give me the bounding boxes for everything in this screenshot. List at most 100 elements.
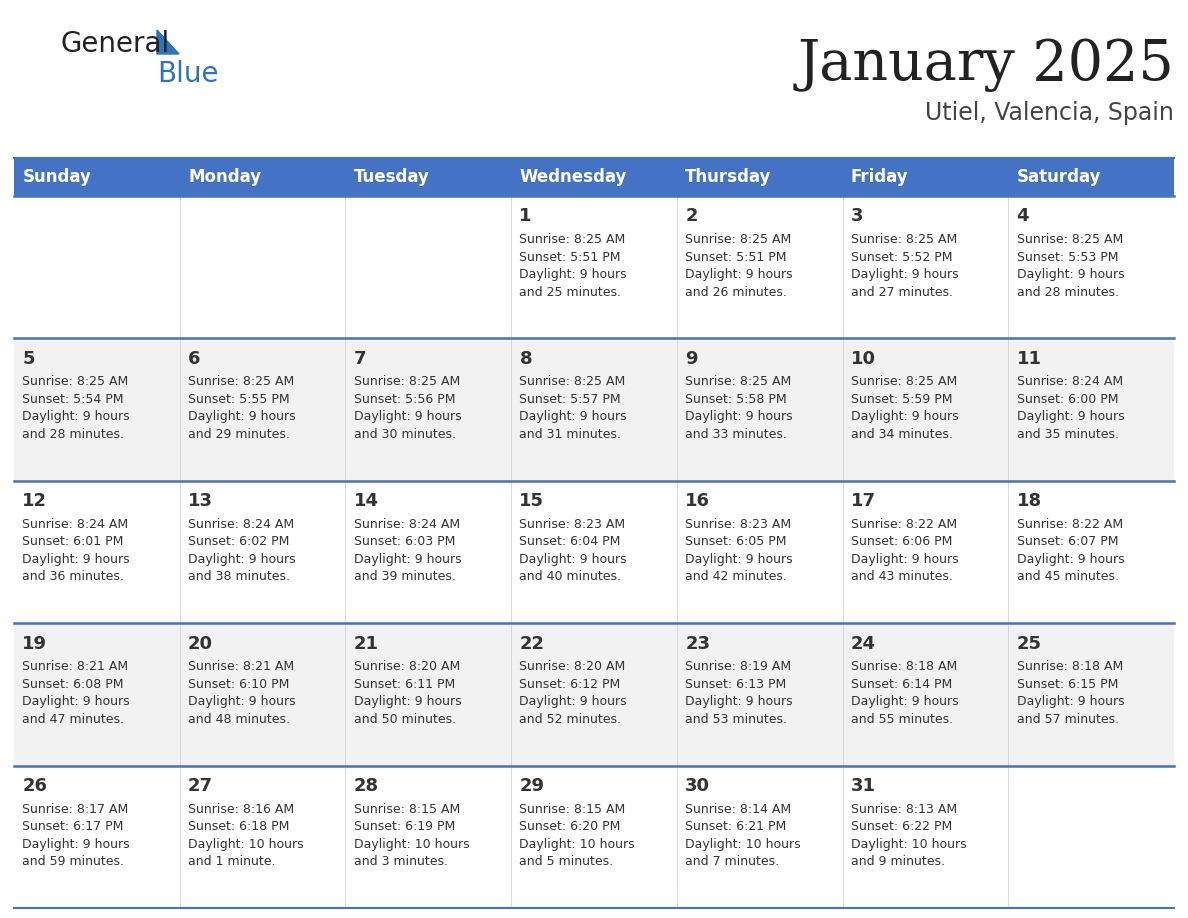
Bar xyxy=(14,623,179,766)
Text: Wednesday: Wednesday xyxy=(519,168,627,186)
Text: General: General xyxy=(61,30,169,58)
Bar xyxy=(179,196,346,339)
Text: Sunrise: 8:25 AM
Sunset: 5:55 PM
Daylight: 9 hours
and 29 minutes.: Sunrise: 8:25 AM Sunset: 5:55 PM Dayligh… xyxy=(188,375,296,441)
Text: 6: 6 xyxy=(188,350,201,368)
Bar xyxy=(677,196,842,339)
Text: Sunrise: 8:25 AM
Sunset: 5:53 PM
Daylight: 9 hours
and 28 minutes.: Sunrise: 8:25 AM Sunset: 5:53 PM Dayligh… xyxy=(1017,233,1124,298)
Text: 7: 7 xyxy=(354,350,366,368)
Text: 22: 22 xyxy=(519,634,544,653)
Text: Sunrise: 8:20 AM
Sunset: 6:11 PM
Daylight: 9 hours
and 50 minutes.: Sunrise: 8:20 AM Sunset: 6:11 PM Dayligh… xyxy=(354,660,461,726)
Bar xyxy=(842,196,1009,339)
Bar xyxy=(1009,339,1174,481)
Bar xyxy=(1009,481,1174,623)
Text: 24: 24 xyxy=(851,634,876,653)
Bar xyxy=(677,623,842,766)
Text: Sunrise: 8:25 AM
Sunset: 5:56 PM
Daylight: 9 hours
and 30 minutes.: Sunrise: 8:25 AM Sunset: 5:56 PM Dayligh… xyxy=(354,375,461,441)
Bar xyxy=(179,766,346,908)
Bar xyxy=(14,481,179,623)
Text: 8: 8 xyxy=(519,350,532,368)
Text: Sunrise: 8:23 AM
Sunset: 6:05 PM
Daylight: 9 hours
and 42 minutes.: Sunrise: 8:23 AM Sunset: 6:05 PM Dayligh… xyxy=(685,518,792,583)
Text: 2: 2 xyxy=(685,207,697,226)
Bar xyxy=(511,766,677,908)
Text: 30: 30 xyxy=(685,777,710,795)
Bar xyxy=(677,766,842,908)
Text: Sunrise: 8:18 AM
Sunset: 6:14 PM
Daylight: 9 hours
and 55 minutes.: Sunrise: 8:18 AM Sunset: 6:14 PM Dayligh… xyxy=(851,660,959,726)
Text: Sunrise: 8:13 AM
Sunset: 6:22 PM
Daylight: 10 hours
and 9 minutes.: Sunrise: 8:13 AM Sunset: 6:22 PM Dayligh… xyxy=(851,802,967,868)
Bar xyxy=(1009,158,1174,196)
Text: 21: 21 xyxy=(354,634,379,653)
Bar xyxy=(511,623,677,766)
Text: Sunrise: 8:25 AM
Sunset: 5:52 PM
Daylight: 9 hours
and 27 minutes.: Sunrise: 8:25 AM Sunset: 5:52 PM Dayligh… xyxy=(851,233,959,298)
Bar xyxy=(1009,766,1174,908)
Bar xyxy=(179,623,346,766)
Text: Sunrise: 8:24 AM
Sunset: 6:01 PM
Daylight: 9 hours
and 36 minutes.: Sunrise: 8:24 AM Sunset: 6:01 PM Dayligh… xyxy=(23,518,129,583)
Text: 5: 5 xyxy=(23,350,34,368)
Text: 23: 23 xyxy=(685,634,710,653)
Text: Sunrise: 8:21 AM
Sunset: 6:10 PM
Daylight: 9 hours
and 48 minutes.: Sunrise: 8:21 AM Sunset: 6:10 PM Dayligh… xyxy=(188,660,296,726)
Text: 26: 26 xyxy=(23,777,48,795)
Text: Friday: Friday xyxy=(851,168,909,186)
Text: Thursday: Thursday xyxy=(685,168,771,186)
Text: 14: 14 xyxy=(354,492,379,510)
Text: 27: 27 xyxy=(188,777,213,795)
Bar xyxy=(14,766,179,908)
Bar xyxy=(1009,196,1174,339)
Text: 29: 29 xyxy=(519,777,544,795)
Text: 15: 15 xyxy=(519,492,544,510)
Bar xyxy=(511,158,677,196)
Text: 20: 20 xyxy=(188,634,213,653)
Text: Sunrise: 8:15 AM
Sunset: 6:19 PM
Daylight: 10 hours
and 3 minutes.: Sunrise: 8:15 AM Sunset: 6:19 PM Dayligh… xyxy=(354,802,469,868)
Text: Sunrise: 8:22 AM
Sunset: 6:06 PM
Daylight: 9 hours
and 43 minutes.: Sunrise: 8:22 AM Sunset: 6:06 PM Dayligh… xyxy=(851,518,959,583)
Text: Sunrise: 8:15 AM
Sunset: 6:20 PM
Daylight: 10 hours
and 5 minutes.: Sunrise: 8:15 AM Sunset: 6:20 PM Dayligh… xyxy=(519,802,636,868)
Bar xyxy=(346,766,511,908)
Bar xyxy=(346,158,511,196)
Bar xyxy=(677,339,842,481)
Polygon shape xyxy=(157,30,179,54)
Text: Sunrise: 8:20 AM
Sunset: 6:12 PM
Daylight: 9 hours
and 52 minutes.: Sunrise: 8:20 AM Sunset: 6:12 PM Dayligh… xyxy=(519,660,627,726)
Bar xyxy=(511,339,677,481)
Bar xyxy=(179,481,346,623)
Text: Sunrise: 8:23 AM
Sunset: 6:04 PM
Daylight: 9 hours
and 40 minutes.: Sunrise: 8:23 AM Sunset: 6:04 PM Dayligh… xyxy=(519,518,627,583)
Bar xyxy=(179,158,346,196)
Bar xyxy=(14,196,179,339)
Text: 3: 3 xyxy=(851,207,864,226)
Text: Sunrise: 8:14 AM
Sunset: 6:21 PM
Daylight: 10 hours
and 7 minutes.: Sunrise: 8:14 AM Sunset: 6:21 PM Dayligh… xyxy=(685,802,801,868)
Text: Sunrise: 8:19 AM
Sunset: 6:13 PM
Daylight: 9 hours
and 53 minutes.: Sunrise: 8:19 AM Sunset: 6:13 PM Dayligh… xyxy=(685,660,792,726)
Text: 17: 17 xyxy=(851,492,876,510)
Text: 1: 1 xyxy=(519,207,532,226)
Bar xyxy=(511,481,677,623)
Text: 13: 13 xyxy=(188,492,213,510)
Bar xyxy=(842,339,1009,481)
Text: 31: 31 xyxy=(851,777,876,795)
Text: Sunrise: 8:24 AM
Sunset: 6:03 PM
Daylight: 9 hours
and 39 minutes.: Sunrise: 8:24 AM Sunset: 6:03 PM Dayligh… xyxy=(354,518,461,583)
Text: Sunrise: 8:22 AM
Sunset: 6:07 PM
Daylight: 9 hours
and 45 minutes.: Sunrise: 8:22 AM Sunset: 6:07 PM Dayligh… xyxy=(1017,518,1124,583)
Text: January 2025: January 2025 xyxy=(797,38,1174,92)
Text: Utiel, Valencia, Spain: Utiel, Valencia, Spain xyxy=(925,101,1174,125)
Bar xyxy=(346,196,511,339)
Text: Sunrise: 8:24 AM
Sunset: 6:00 PM
Daylight: 9 hours
and 35 minutes.: Sunrise: 8:24 AM Sunset: 6:00 PM Dayligh… xyxy=(1017,375,1124,441)
Text: 28: 28 xyxy=(354,777,379,795)
Text: 16: 16 xyxy=(685,492,710,510)
Bar xyxy=(842,766,1009,908)
Text: 19: 19 xyxy=(23,634,48,653)
Text: 10: 10 xyxy=(851,350,876,368)
Bar xyxy=(346,481,511,623)
Text: Sunrise: 8:25 AM
Sunset: 5:51 PM
Daylight: 9 hours
and 25 minutes.: Sunrise: 8:25 AM Sunset: 5:51 PM Dayligh… xyxy=(519,233,627,298)
Bar xyxy=(346,339,511,481)
Text: 18: 18 xyxy=(1017,492,1042,510)
Bar xyxy=(14,158,179,196)
Text: Sunrise: 8:25 AM
Sunset: 5:57 PM
Daylight: 9 hours
and 31 minutes.: Sunrise: 8:25 AM Sunset: 5:57 PM Dayligh… xyxy=(519,375,627,441)
Text: Sunrise: 8:25 AM
Sunset: 5:58 PM
Daylight: 9 hours
and 33 minutes.: Sunrise: 8:25 AM Sunset: 5:58 PM Dayligh… xyxy=(685,375,792,441)
Text: Sunrise: 8:24 AM
Sunset: 6:02 PM
Daylight: 9 hours
and 38 minutes.: Sunrise: 8:24 AM Sunset: 6:02 PM Dayligh… xyxy=(188,518,296,583)
Text: Blue: Blue xyxy=(157,60,219,88)
Bar xyxy=(677,481,842,623)
Text: Tuesday: Tuesday xyxy=(354,168,430,186)
Text: 4: 4 xyxy=(1017,207,1029,226)
Text: Monday: Monday xyxy=(188,168,261,186)
Text: Sunrise: 8:25 AM
Sunset: 5:51 PM
Daylight: 9 hours
and 26 minutes.: Sunrise: 8:25 AM Sunset: 5:51 PM Dayligh… xyxy=(685,233,792,298)
Text: Sunrise: 8:25 AM
Sunset: 5:59 PM
Daylight: 9 hours
and 34 minutes.: Sunrise: 8:25 AM Sunset: 5:59 PM Dayligh… xyxy=(851,375,959,441)
Text: 11: 11 xyxy=(1017,350,1042,368)
Bar xyxy=(842,158,1009,196)
Bar xyxy=(842,481,1009,623)
Text: Sunrise: 8:18 AM
Sunset: 6:15 PM
Daylight: 9 hours
and 57 minutes.: Sunrise: 8:18 AM Sunset: 6:15 PM Dayligh… xyxy=(1017,660,1124,726)
